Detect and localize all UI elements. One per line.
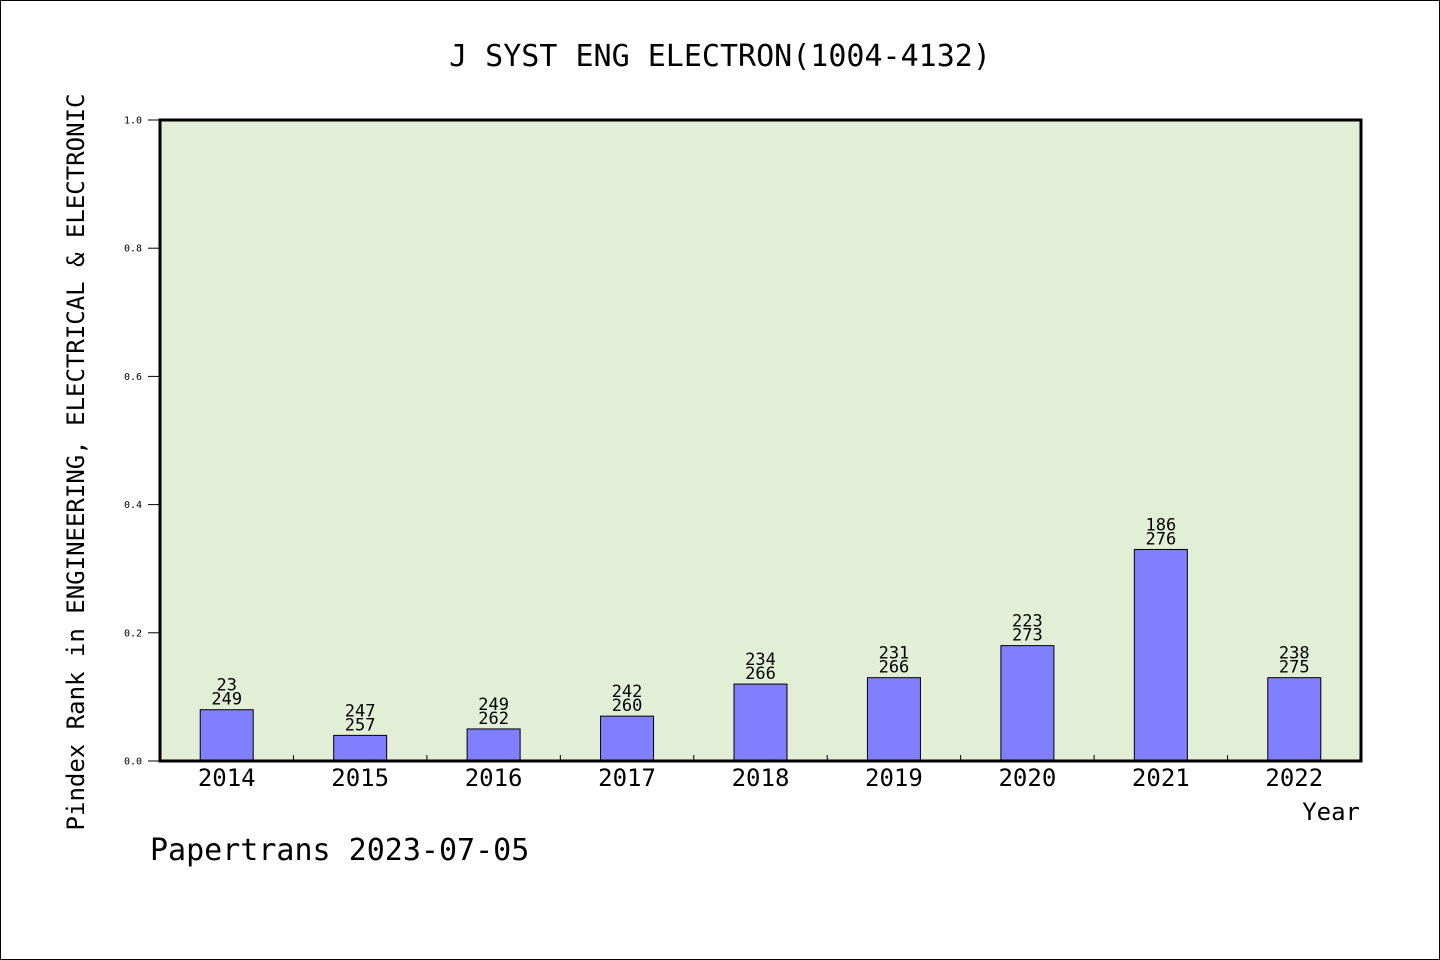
y-tick-label: 0.4 <box>124 500 142 511</box>
x-axis-label: Year <box>1302 798 1360 826</box>
bar-total-label: 249 <box>211 690 242 710</box>
bar-2019 <box>866 677 921 762</box>
plot-border <box>158 118 1363 763</box>
y-tick-label: 0.6 <box>124 372 142 383</box>
x-tick-label: 2015 <box>331 764 389 792</box>
bar-2014 <box>199 709 254 762</box>
bar-2022 <box>1267 677 1322 762</box>
bar-total-label: 273 <box>1012 626 1043 646</box>
x-tick-label: 2022 <box>1265 764 1323 792</box>
bar-total-label: 257 <box>345 715 376 735</box>
bar-total-label: 262 <box>478 709 509 729</box>
bar-rank-label: 234 <box>745 650 776 670</box>
bar-total-label: 266 <box>745 664 776 684</box>
bar-2015 <box>333 734 388 762</box>
x-tick-label: 2021 <box>1132 764 1190 792</box>
x-tick-label: 2014 <box>198 764 256 792</box>
bar-total-label: 260 <box>612 696 643 716</box>
bar-rank-label: 231 <box>879 644 910 664</box>
x-tick-label: 2018 <box>732 764 790 792</box>
bar-2016 <box>466 728 521 762</box>
bar-2020 <box>1000 645 1055 762</box>
x-tick-label: 2019 <box>865 764 923 792</box>
bar-rank-label: 242 <box>612 682 643 702</box>
x-tick-label: 2017 <box>598 764 656 792</box>
bar-total-label: 275 <box>1279 658 1310 678</box>
bar-total-label: 276 <box>1145 529 1176 549</box>
bar-2021 <box>1133 548 1188 762</box>
bar-rank-label: 238 <box>1279 644 1310 664</box>
bar-rank-label: 247 <box>345 701 376 721</box>
bar-rank-label: 249 <box>478 695 509 715</box>
bar-2017 <box>600 715 655 762</box>
footer-credit: Papertrans 2023-07-05 <box>150 833 530 868</box>
y-tick-label: 1.0 <box>124 116 142 127</box>
y-tick-label: 0.2 <box>124 628 142 639</box>
bar-2018 <box>733 683 788 762</box>
x-tick-label: 2020 <box>998 764 1056 792</box>
bar-rank-label: 223 <box>1012 612 1043 632</box>
y-tick-label: 0.0 <box>124 757 142 768</box>
y-axis-label: Pindex Rank in ENGINEERING, ELECTRICAL &… <box>62 94 90 831</box>
y-tick-label: 0.8 <box>124 244 142 255</box>
bar-total-label: 266 <box>879 658 910 678</box>
bar-rank-label: 186 <box>1145 515 1176 535</box>
chart-title: J SYST ENG ELECTRON(1004-4132) <box>449 39 991 74</box>
bar-rank-label: 23 <box>216 676 236 696</box>
x-tick-label: 2016 <box>465 764 523 792</box>
